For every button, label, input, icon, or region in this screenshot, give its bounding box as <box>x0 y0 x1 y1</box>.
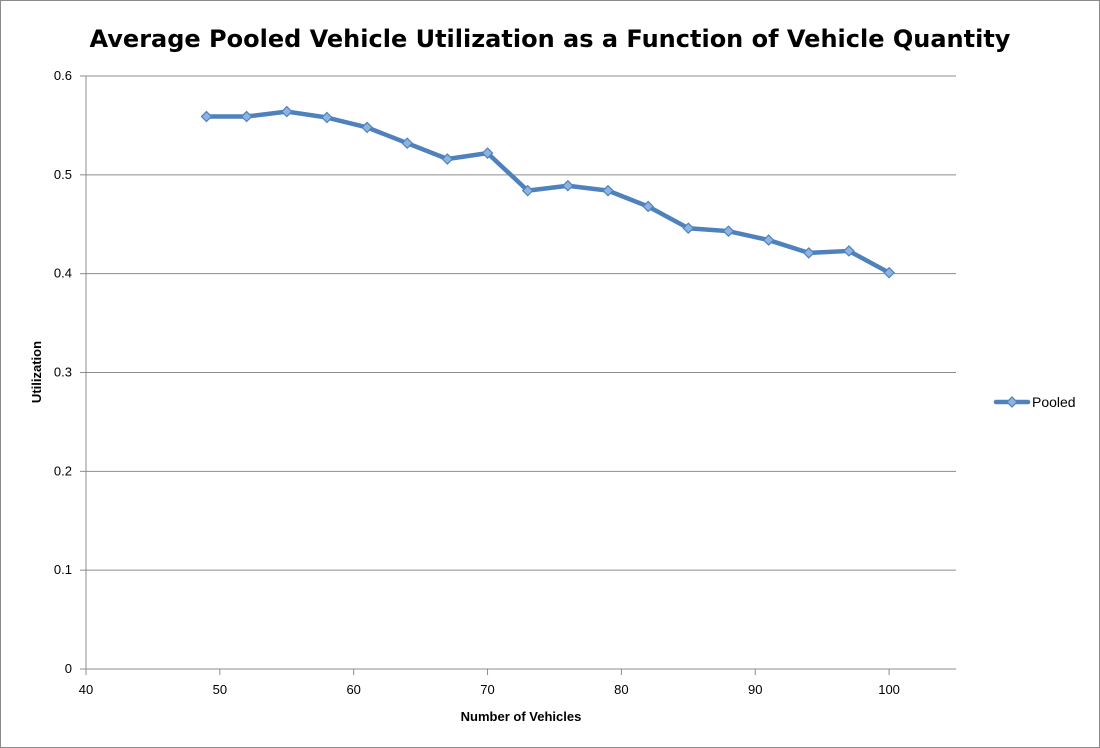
y-tick-label: 0.1 <box>54 562 72 577</box>
data-point-marker <box>682 222 695 235</box>
data-point-marker <box>802 247 815 259</box>
gridlines <box>86 75 956 571</box>
data-point-marker <box>843 245 855 257</box>
data-point-marker <box>561 179 574 192</box>
x-tick-label: 80 <box>614 682 628 697</box>
x-tick-label: 40 <box>79 682 93 697</box>
y-axis-label: Utilization <box>29 341 44 403</box>
series-layer <box>200 105 895 279</box>
legend: Pooled <box>993 394 1076 410</box>
y-tick-labels: 0 0.1 0.2 0.3 0.4 0.5 0.6 <box>54 68 72 676</box>
x-tick-label: 70 <box>480 682 494 697</box>
x-tick-label: 50 <box>213 682 227 697</box>
x-tick-label: 100 <box>878 682 900 697</box>
data-point-marker <box>481 147 494 159</box>
y-tick-label: 0.4 <box>54 266 72 281</box>
data-point-marker <box>361 121 373 134</box>
chart-title: Average Pooled Vehicle Utilization as a … <box>90 25 1011 53</box>
y-tick-label: 0.2 <box>54 463 72 478</box>
y-tick-label: 0.3 <box>54 365 72 380</box>
data-point-marker <box>401 137 414 150</box>
data-point-marker <box>200 110 213 123</box>
x-tick-label: 90 <box>748 682 762 697</box>
series-line-pooled <box>204 109 892 275</box>
data-point-marker <box>521 184 534 197</box>
data-point-marker <box>441 153 454 165</box>
data-point-marker <box>280 105 293 118</box>
data-point-marker <box>321 111 333 124</box>
x-axis-label: Number of Vehicles <box>461 709 582 724</box>
legend-label: Pooled <box>1032 394 1076 410</box>
x-tick-label: 60 <box>346 682 360 697</box>
data-point-marker <box>602 184 614 197</box>
data-point-marker <box>240 110 253 123</box>
y-tick-label: 0.5 <box>54 167 72 182</box>
axes <box>80 75 956 675</box>
data-point-marker <box>722 225 735 238</box>
data-point-marker <box>883 266 895 279</box>
legend-marker <box>1006 396 1018 408</box>
data-point-marker <box>762 234 775 246</box>
data-point-marker <box>642 200 655 213</box>
y-tick-label: 0 <box>65 661 72 676</box>
y-tick-label: 0.6 <box>54 68 72 83</box>
x-tick-labels: 40 50 60 70 80 90 100 <box>79 682 900 697</box>
